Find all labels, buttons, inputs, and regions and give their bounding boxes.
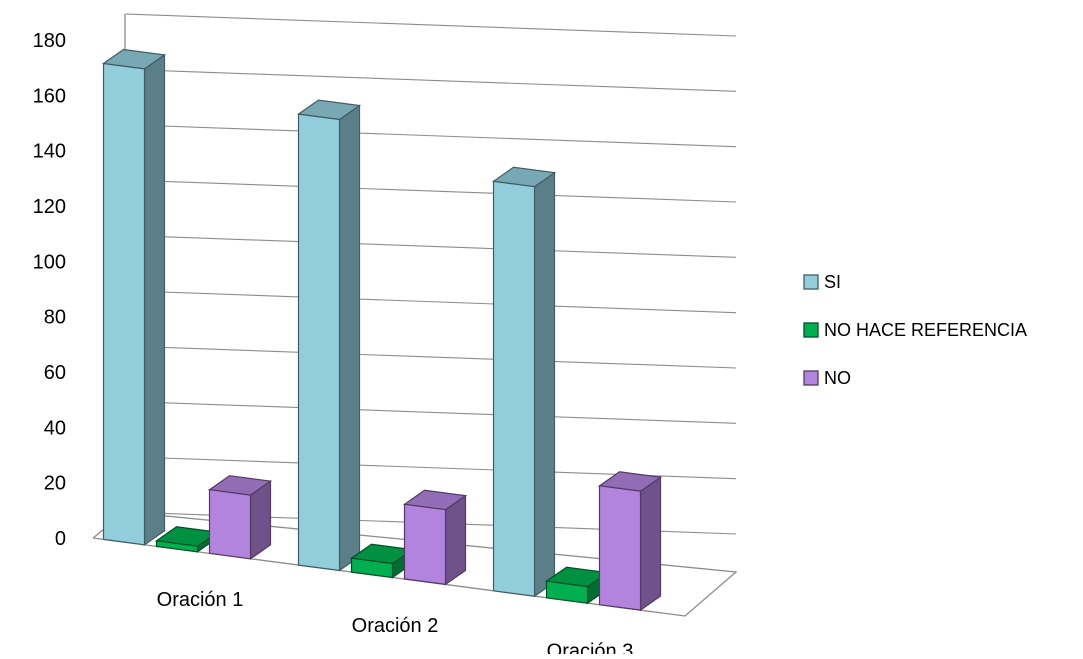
bar-front-face	[350, 557, 394, 579]
legend-label: NO HACE REFERENCIA	[824, 320, 1027, 340]
bar-front-face	[598, 485, 642, 611]
x-category-label: Oración 3	[547, 640, 634, 654]
gridlines	[124, 13, 737, 535]
y-tick-label: 40	[44, 417, 66, 439]
gridline	[124, 124, 737, 148]
bar-side-face	[533, 171, 556, 598]
bar-side-face	[444, 494, 467, 586]
y-tick-label: 140	[33, 141, 66, 163]
y-tick-label: 120	[33, 196, 66, 218]
legend-swatch	[803, 370, 819, 386]
bar-si	[491, 166, 557, 598]
legend-item: SI	[803, 272, 841, 292]
bar-front-face	[297, 113, 341, 572]
bar-no	[207, 475, 273, 560]
bar-si	[296, 99, 362, 572]
legend-label: NO	[824, 368, 851, 388]
gridline	[124, 179, 737, 203]
gridline	[124, 290, 737, 314]
bar-front-face	[155, 540, 199, 553]
bar-side-face	[143, 53, 166, 546]
y-tick-label: 0	[55, 528, 66, 550]
legend-label: SI	[824, 272, 841, 292]
gridline	[124, 234, 737, 258]
bar-si	[101, 48, 167, 546]
bar-side-face	[639, 476, 662, 612]
legend: SI NO HACE REFERENCIA NO	[803, 272, 1027, 388]
x-category-label: Oración 2	[352, 615, 439, 637]
legend-swatch	[803, 322, 819, 338]
bar-no	[597, 471, 663, 612]
bar-no	[402, 489, 468, 586]
gridline	[124, 345, 737, 369]
bar-front-face	[102, 62, 146, 546]
y-tick-label: 160	[33, 85, 66, 107]
bar-front-face	[492, 180, 536, 597]
bars	[101, 48, 663, 612]
gridline	[124, 400, 737, 424]
y-axis-ticks: 0 20 40 60 80 100 120 140 160 180	[33, 30, 66, 550]
legend-item: NO HACE REFERENCIA	[803, 320, 1027, 340]
bar-front-face	[545, 580, 589, 604]
bar-side-face	[338, 104, 361, 572]
y-tick-label: 60	[44, 362, 66, 384]
bar-front-face	[403, 503, 447, 586]
legend-swatch	[803, 274, 819, 290]
y-tick-label: 100	[33, 251, 66, 273]
y-tick-label: 180	[33, 30, 66, 52]
bar-no-hace-referencia	[154, 526, 220, 553]
y-tick-label: 20	[44, 473, 66, 495]
y-tick-label: 80	[44, 307, 66, 329]
bar-no-hace-referencia	[544, 566, 610, 605]
legend-item: NO	[803, 368, 851, 388]
x-category-label: Oración 1	[157, 589, 244, 611]
gridline	[124, 13, 737, 37]
gridline	[124, 68, 737, 92]
bar-no-hace-referencia	[349, 543, 415, 579]
bar-front-face	[208, 489, 252, 560]
